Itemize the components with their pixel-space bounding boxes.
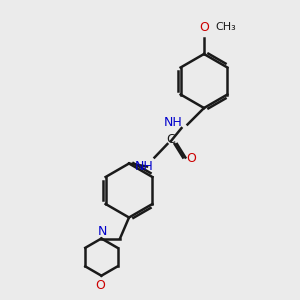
Text: N: N <box>97 225 107 238</box>
Text: NH: NH <box>134 160 153 173</box>
Text: O: O <box>187 152 196 166</box>
Text: O: O <box>199 21 209 34</box>
Text: CH₃: CH₃ <box>215 22 236 32</box>
Text: C: C <box>167 133 176 146</box>
Text: NH: NH <box>164 116 182 129</box>
Text: O: O <box>95 279 105 292</box>
